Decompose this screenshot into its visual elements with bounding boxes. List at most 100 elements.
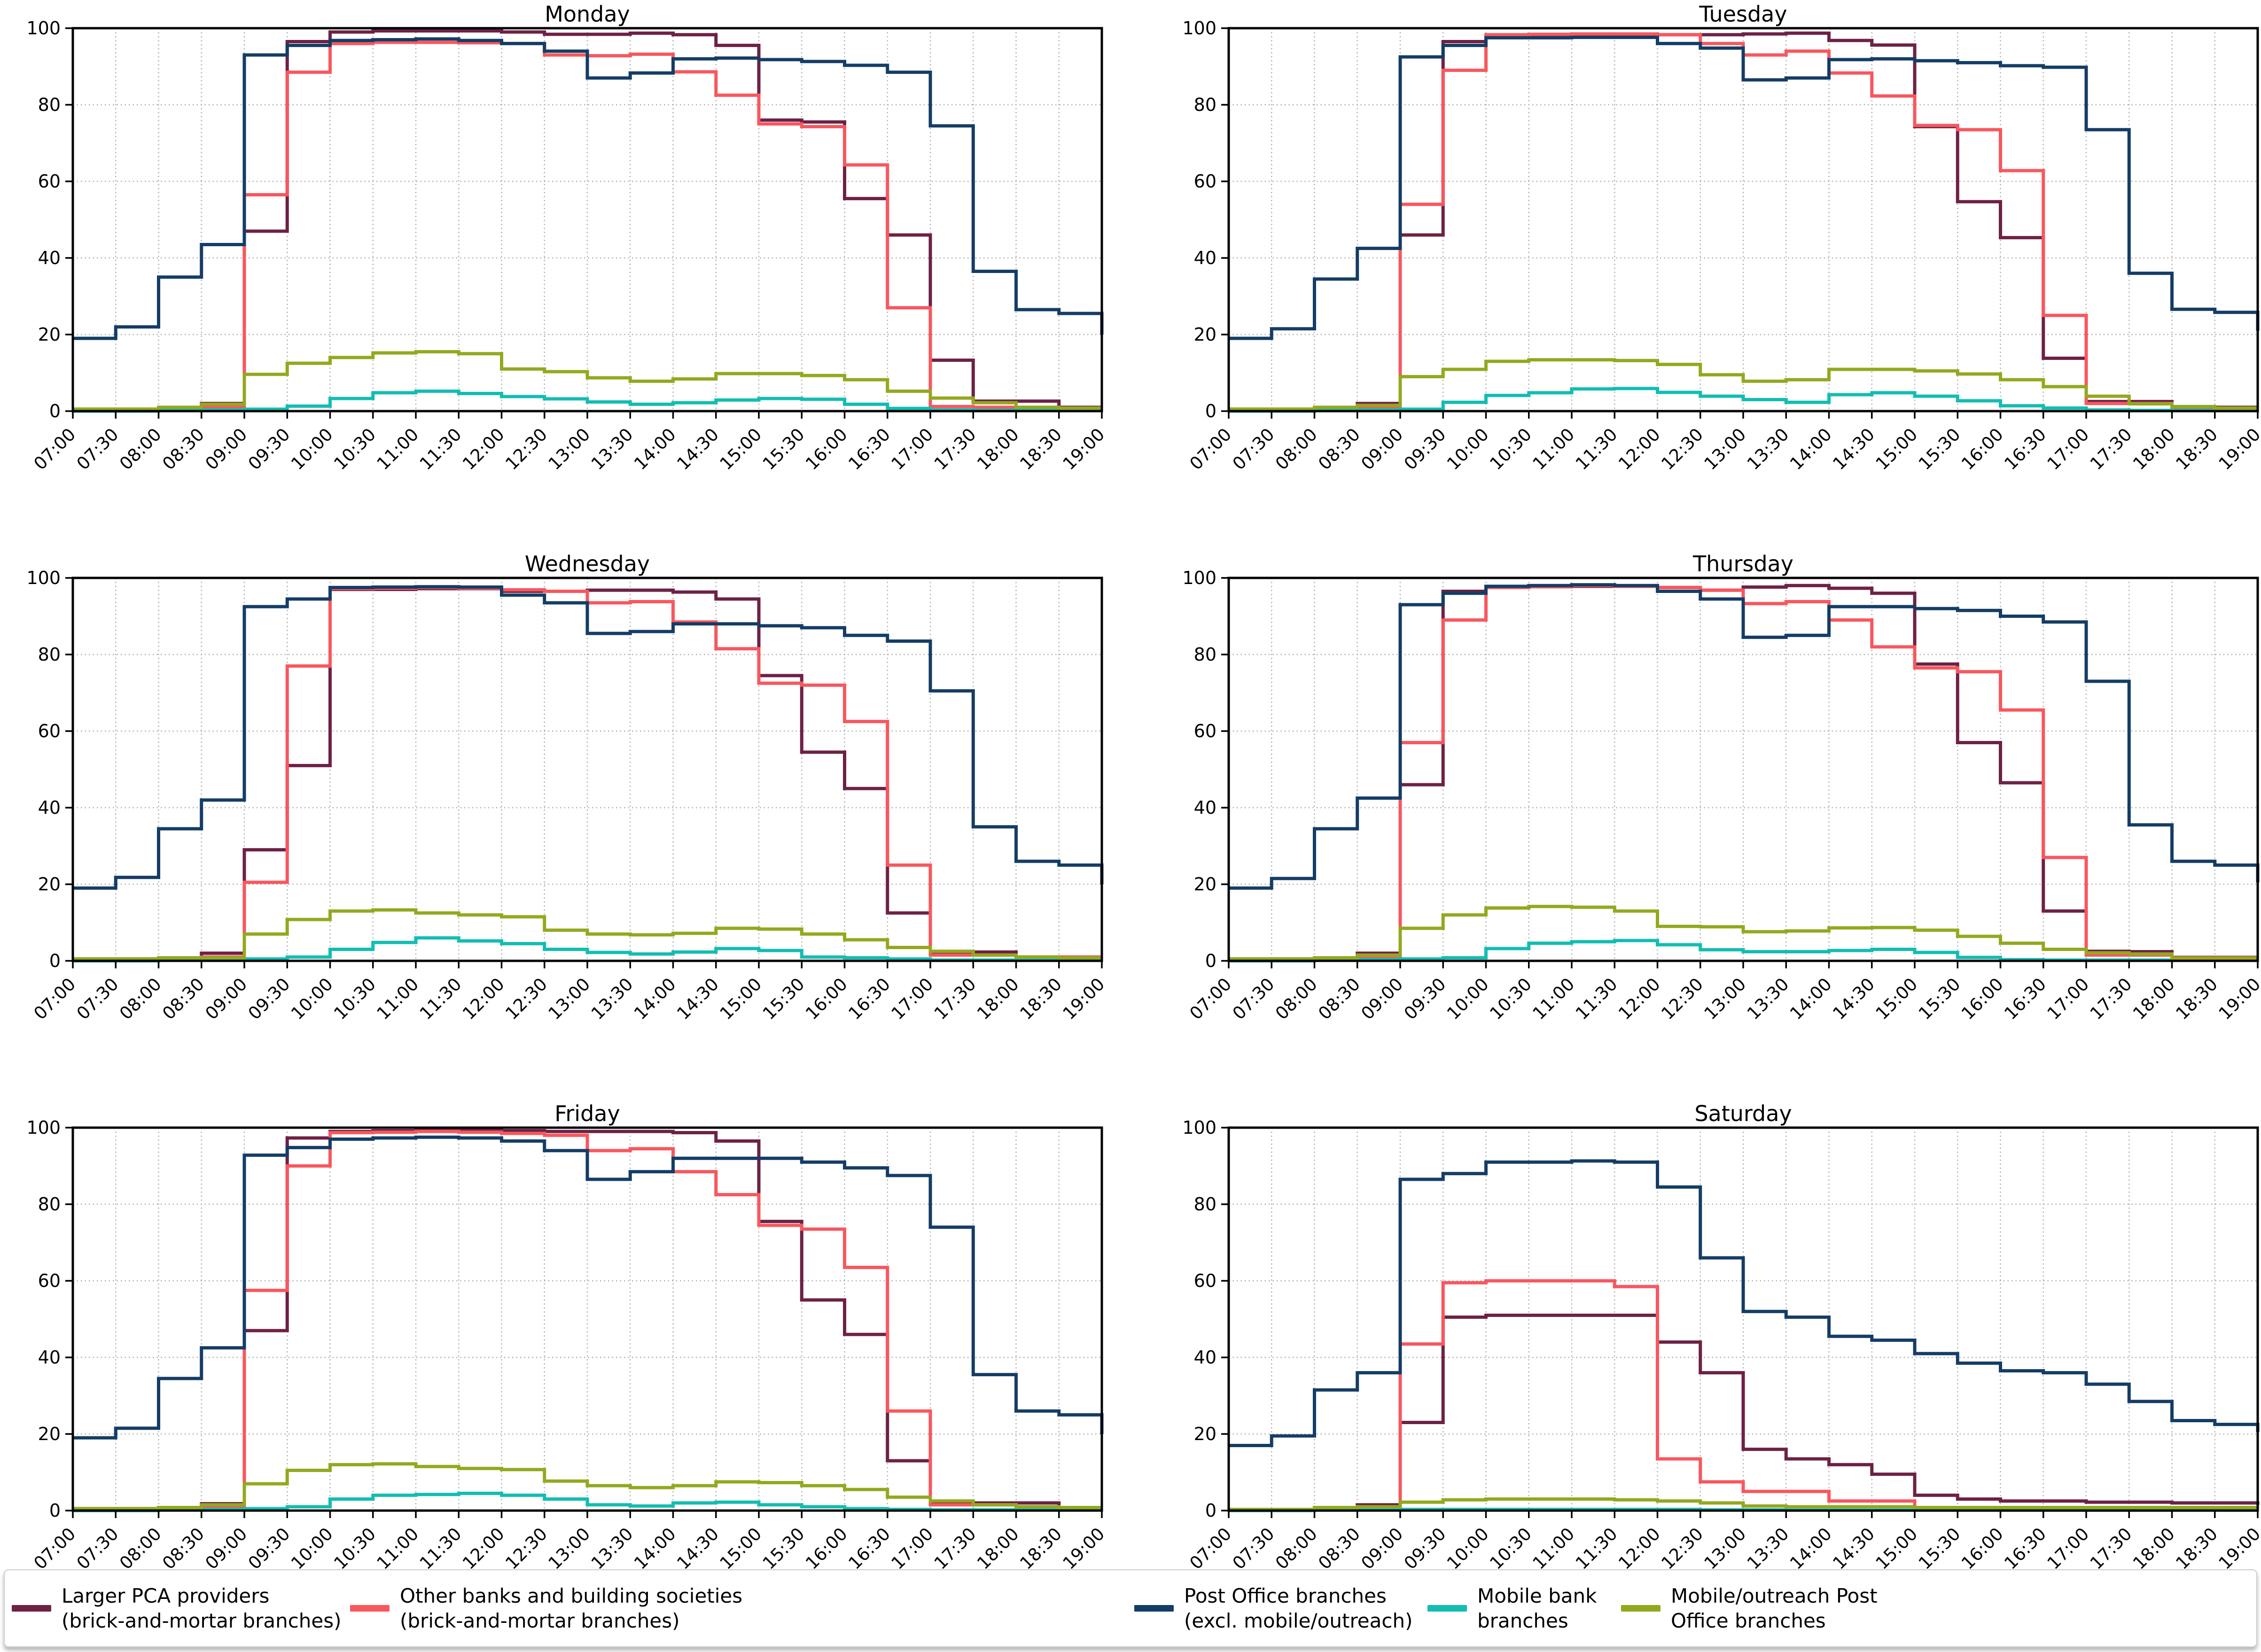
chart-title-friday: Friday xyxy=(554,1101,620,1126)
y-axis: 0 20 40 60 80 100 xyxy=(1182,18,1229,421)
x-tick-label: 07:30 xyxy=(73,1524,123,1574)
x-tick-label: 12:30 xyxy=(501,974,551,1024)
plot-tuesday: 07:0007:3008:0008:3009:0009:3010:0010:30… xyxy=(1182,18,2261,474)
x-tick-label: 15:00 xyxy=(716,424,766,474)
y-tick-label: 100 xyxy=(1182,18,1216,39)
legend-swatch-mobile-outreach xyxy=(1621,1605,1661,1612)
legend-item-other-banks: Other banks and building societies (bric… xyxy=(350,1570,742,1646)
y-tick-label: 80 xyxy=(38,94,61,115)
x-axis: 07:0007:3008:0008:3009:0009:3010:0010:30… xyxy=(30,1511,1109,1574)
x-tick-label: 17:30 xyxy=(2086,974,2136,1024)
x-axis: 07:0007:3008:0008:3009:0009:3010:0010:30… xyxy=(30,961,1108,1024)
x-tick-label: 11:00 xyxy=(1529,424,1579,474)
x-tick-label: 15:30 xyxy=(1915,974,1965,1024)
x-tick-label: 14:30 xyxy=(673,974,723,1024)
y-tick-label: 20 xyxy=(38,874,61,895)
x-tick-label: 13:30 xyxy=(587,1524,637,1574)
x-tick-label: 10:00 xyxy=(287,424,337,474)
x-tick-label: 15:00 xyxy=(1872,424,1922,474)
plot-frame xyxy=(71,577,1103,962)
chart-title-wednesday: Wednesday xyxy=(524,551,650,577)
x-tick-label: 11:30 xyxy=(1572,424,1622,474)
y-tick-label: 20 xyxy=(1194,874,1216,895)
y-tick-label: 80 xyxy=(38,644,61,665)
plot-frame xyxy=(1227,27,2259,413)
x-tick-label: 11:30 xyxy=(416,1524,466,1574)
x-tick-label: 08:30 xyxy=(158,974,208,1024)
x-tick-label: 11:00 xyxy=(373,1524,423,1574)
series-mobile_outreach-line xyxy=(1229,1497,2258,1512)
x-tick-label: 18:30 xyxy=(1016,974,1066,1024)
x-tick-label: 08:30 xyxy=(1314,974,1364,1024)
x-tick-label: 09:30 xyxy=(244,424,294,474)
x-tick-label: 17:30 xyxy=(930,974,980,1024)
chart-panel-friday: Friday 07:00 07:30 08:00 08:30 09:00 09:30 10:… xyxy=(0,1099,1130,1649)
series-mobile_outreach-line xyxy=(73,1462,1102,1511)
y-axis: 0 20 40 60 80 100 xyxy=(26,18,73,421)
x-tick-label: 13:30 xyxy=(1743,424,1793,474)
x-tick-label: 08:30 xyxy=(158,424,208,474)
legend-swatch-mobile-bank xyxy=(1427,1605,1467,1612)
series-larger_pca-line xyxy=(1229,584,2258,961)
x-tick-label: 08:00 xyxy=(1271,974,1321,1024)
series-group xyxy=(73,1129,1104,1512)
x-tick-label: 07:00 xyxy=(1186,974,1236,1024)
x-tick-label: 12:30 xyxy=(1657,1524,1707,1574)
y-tick-label: 40 xyxy=(38,1347,61,1368)
chart-panel-saturday: Saturday 07:00 07:30 08:00 08:30 09:00 09:30 1… xyxy=(1130,1099,2261,1649)
chart-title-saturday: Saturday xyxy=(1694,1101,1792,1126)
x-tick-label: 09:00 xyxy=(202,974,251,1024)
legend-label-mobile-outreach: Mobile/outreach Post Office branches xyxy=(1671,1584,1878,1632)
y-tick-label: 20 xyxy=(38,324,61,345)
x-tick-label: 09:30 xyxy=(1400,1524,1450,1574)
gridlines xyxy=(1228,28,2259,411)
x-tick-label: 13:30 xyxy=(587,424,637,474)
x-tick-label: 13:30 xyxy=(1743,974,1793,1024)
x-tick-label: 10:30 xyxy=(330,424,380,474)
x-tick-label: 15:00 xyxy=(1872,1524,1922,1574)
x-tick-label: 09:00 xyxy=(1357,974,1407,1024)
series-mobile_outreach-line xyxy=(1229,904,2258,961)
x-tick-label: 14:30 xyxy=(673,1524,723,1574)
x-tick-label: 10:00 xyxy=(1443,974,1493,1024)
x-tick-label: 18:00 xyxy=(973,1524,1023,1574)
series-mobile_outreach-line xyxy=(73,908,1102,961)
x-tick-label: 15:00 xyxy=(716,1524,766,1574)
y-tick-label: 0 xyxy=(49,1500,61,1521)
x-tick-label: 10:00 xyxy=(1443,424,1493,474)
series-mobile_bank-line xyxy=(73,936,1102,963)
x-tick-label: 07:00 xyxy=(30,974,80,1024)
x-tick-label: 14:00 xyxy=(630,1524,680,1574)
x-tick-label: 11:30 xyxy=(1572,1524,1622,1574)
y-axis: 0 20 40 60 80 100 xyxy=(1182,568,1229,971)
chart-panel-wednesday: Wednesday 07:00 07:30 08:00 08:30 09:00 09:30… xyxy=(0,550,1130,1099)
x-tick-label: 11:00 xyxy=(1529,974,1579,1024)
x-tick-label: 13:00 xyxy=(545,1524,594,1574)
legend-swatch-post-office xyxy=(1134,1605,1174,1612)
x-tick-label: 08:00 xyxy=(1271,1524,1321,1574)
y-tick-label: 40 xyxy=(38,248,61,268)
x-tick-label: 10:00 xyxy=(287,1524,337,1574)
y-tick-label: 100 xyxy=(26,568,61,588)
y-axis: 0 20 40 60 80 100 xyxy=(1182,1117,1229,1521)
y-tick-label: 60 xyxy=(38,171,61,192)
x-tick-label: 13:30 xyxy=(587,974,637,1024)
chart-title-monday: Monday xyxy=(545,1,630,27)
x-tick-label: 18:30 xyxy=(1016,1524,1066,1574)
x-tick-label: 10:00 xyxy=(1443,1524,1493,1574)
x-tick-label: 17:00 xyxy=(888,1524,937,1574)
series-other_banks-line xyxy=(73,40,1102,411)
legend-label-post-office: Post Office branches (excl. mobile/outre… xyxy=(1184,1584,1413,1632)
y-tick-label: 100 xyxy=(1182,568,1216,588)
x-tick-label: 08:30 xyxy=(1314,1524,1364,1574)
legend-item-post-office: Post Office branches (excl. mobile/outre… xyxy=(1134,1570,1412,1646)
x-tick-label: 18:30 xyxy=(2172,974,2222,1024)
plot-frame xyxy=(71,1126,1103,1512)
series-mobile_outreach-line xyxy=(73,350,1102,411)
x-tick-label: 08:00 xyxy=(116,1524,165,1574)
x-tick-label: 13:00 xyxy=(1700,1524,1750,1574)
x-tick-label: 09:30 xyxy=(1400,424,1450,474)
x-tick-label: 19:00 xyxy=(1059,1524,1109,1574)
x-tick-label: 14:30 xyxy=(1829,1524,1879,1574)
